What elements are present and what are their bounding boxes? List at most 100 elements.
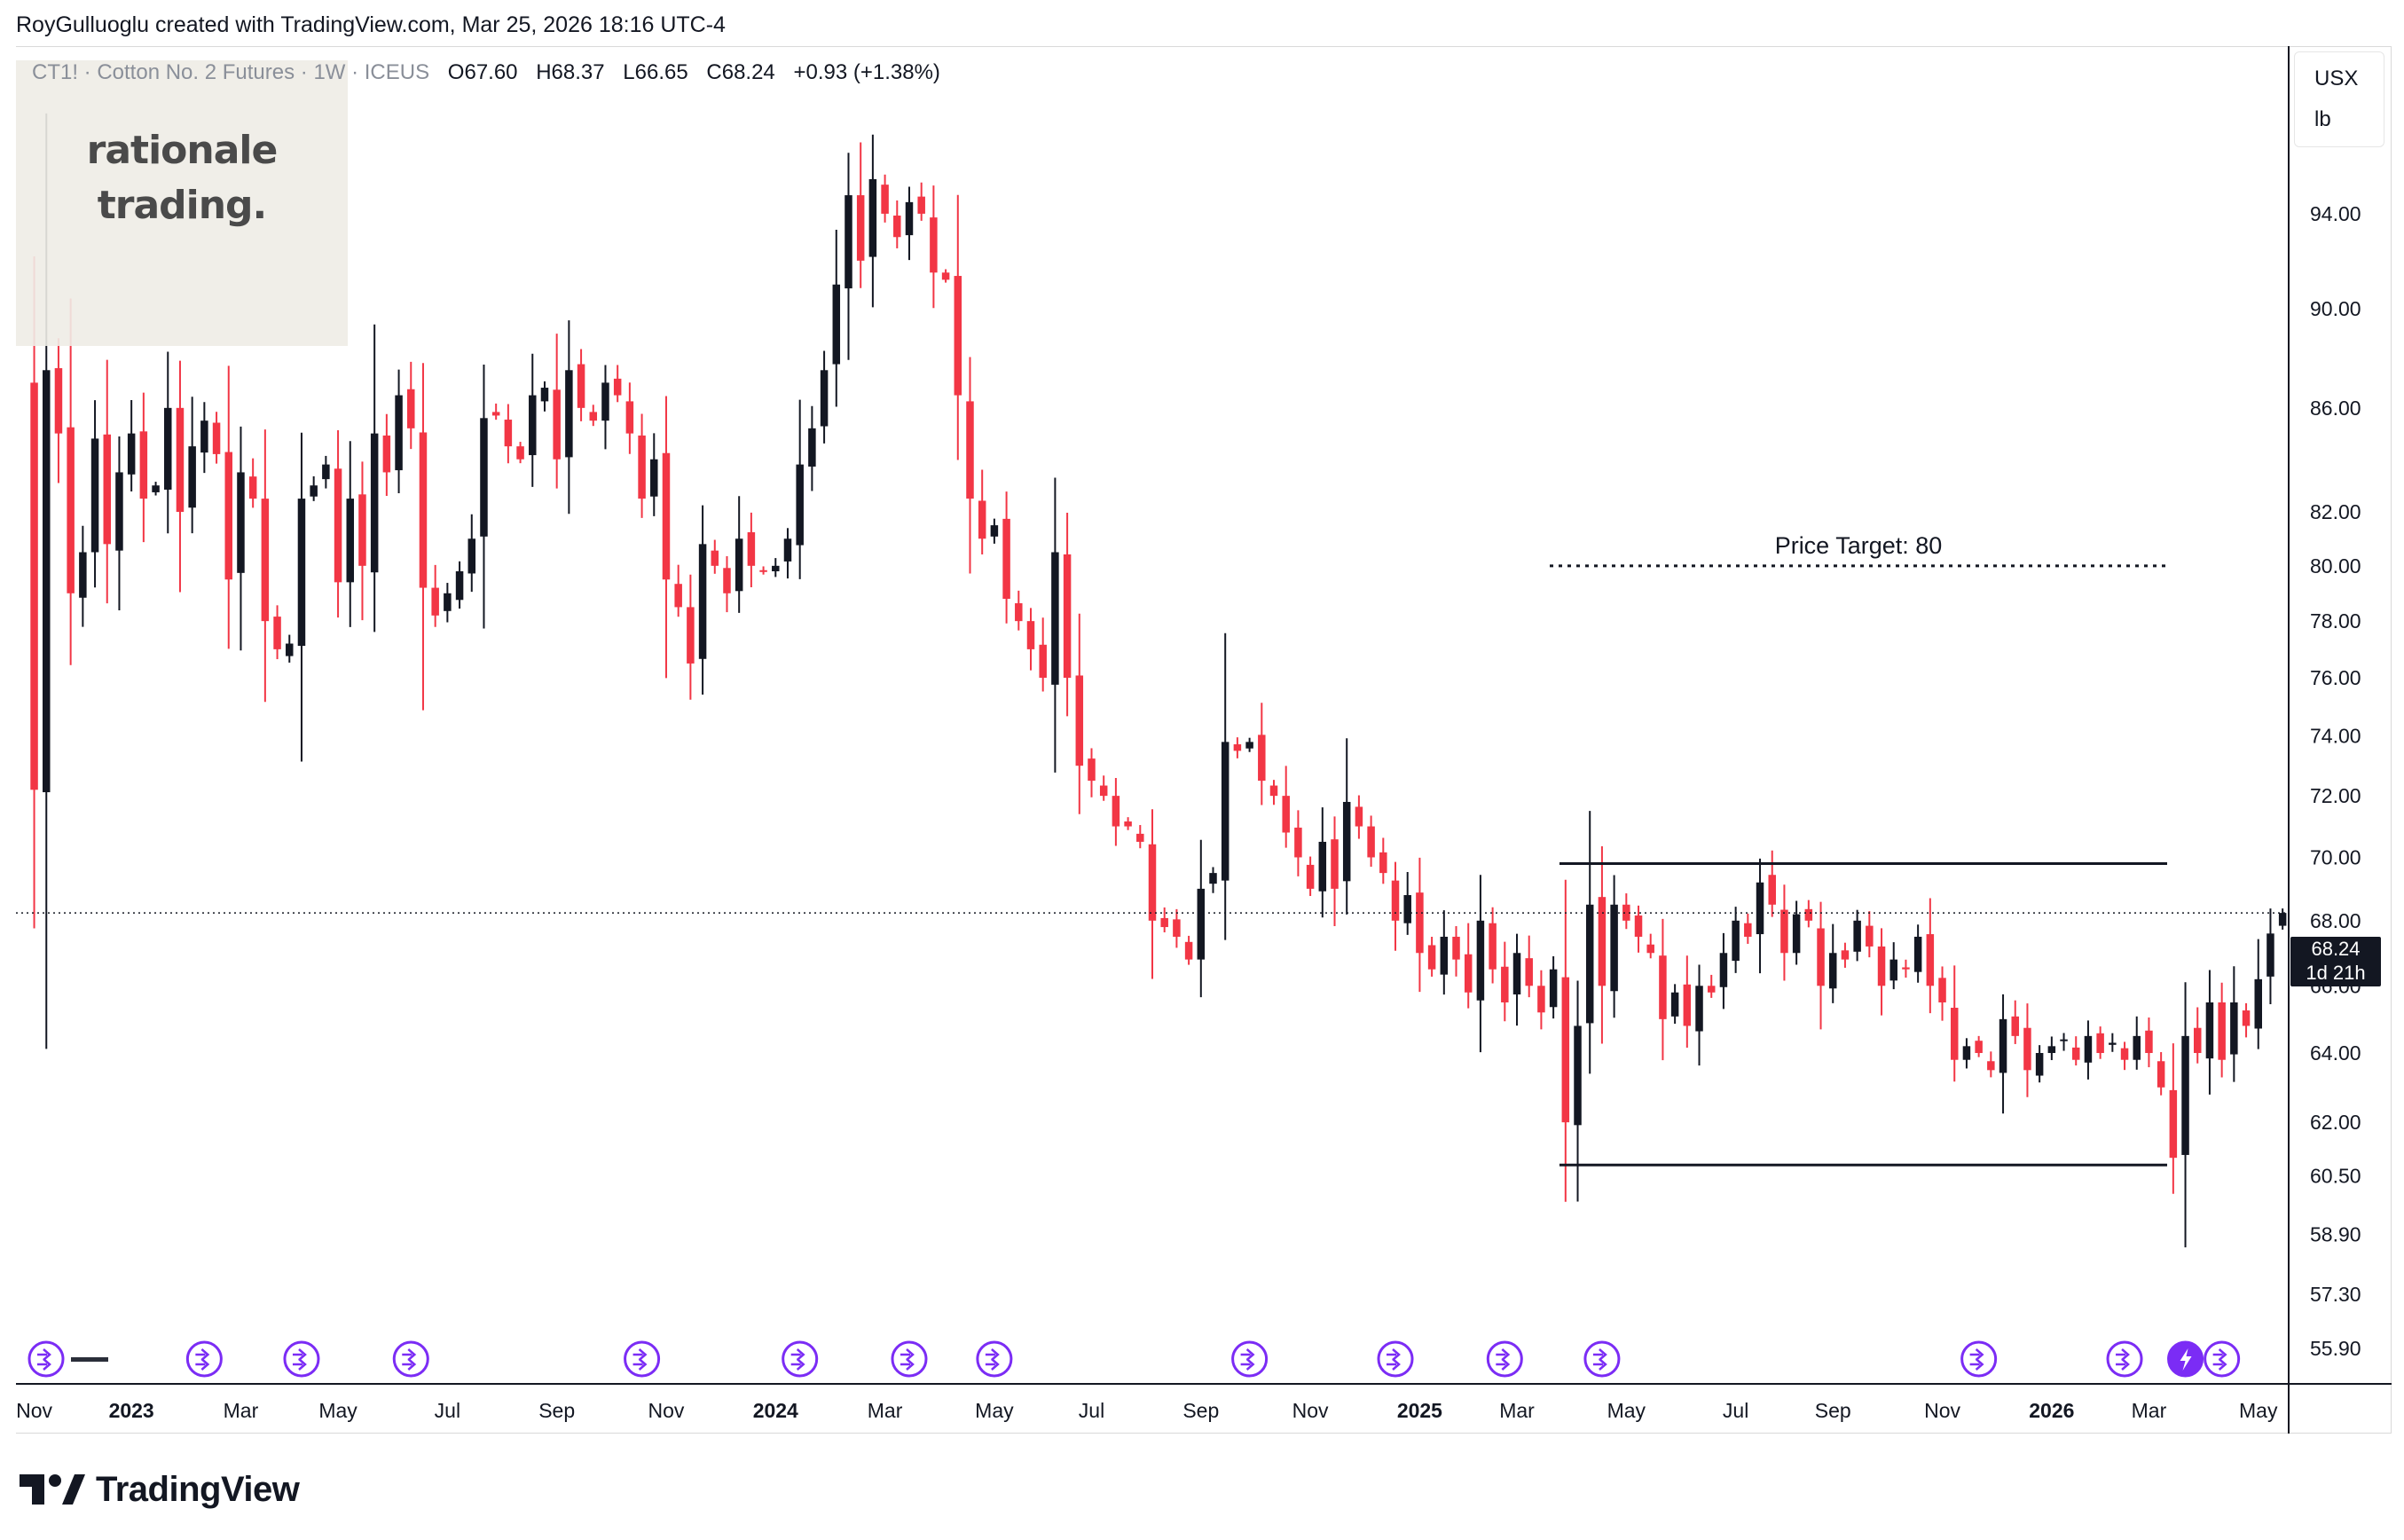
event-arrow-glyph (2116, 1348, 2130, 1371)
candle-up (1245, 742, 1253, 749)
price-tick-label: 78.00 (2310, 609, 2361, 632)
event-marker-icon[interactable] (27, 1340, 65, 1378)
candle-up (43, 370, 51, 793)
legend-close-label: C (706, 60, 722, 84)
candle-down (1269, 785, 1278, 797)
event-marker-icon[interactable] (2204, 1340, 2241, 1378)
price-tick-label: 64.00 (2310, 1041, 2361, 1065)
time-tick-label: Nov (1924, 1399, 1960, 1422)
candle-down (1646, 944, 1654, 954)
candle-down (407, 389, 415, 428)
event-marker-icon[interactable] (1583, 1340, 1621, 1378)
time-tick-label: Nov (648, 1399, 685, 1422)
event-marker-icon[interactable] (2167, 1340, 2204, 1378)
legend-open-label: O (447, 60, 465, 84)
event-marker-icon[interactable] (1486, 1340, 1523, 1378)
candle-up (2133, 1035, 2141, 1060)
candle-down (662, 452, 671, 580)
time-tick-label: Jul (1079, 1399, 1104, 1422)
candle-up (346, 499, 355, 583)
event-arrow-glyph (195, 1348, 210, 1371)
event-marker-icon[interactable] (283, 1340, 320, 1378)
candle-up (1549, 969, 1558, 1008)
candle-up (1670, 992, 1679, 1017)
drawings-layer: Price Target: 80 (16, 532, 2289, 1167)
candle-down (1136, 833, 1144, 842)
candle-down (2193, 1027, 2202, 1054)
event-marker-icon[interactable] (1231, 1340, 1269, 1378)
price-tick-label: 70.00 (2310, 845, 2361, 868)
candle-down (893, 216, 901, 238)
price-tick-label: 80.00 (2310, 554, 2361, 578)
tradingview-logo[interactable]: TradingView (20, 1467, 300, 1512)
candle-down (1987, 1061, 1995, 1071)
lightning-glyph (2180, 1348, 2192, 1371)
candle-up (2109, 1042, 2117, 1045)
candle-up (845, 195, 852, 289)
event-marker-icon[interactable] (1960, 1340, 1998, 1378)
event-arrow-glyph (37, 1348, 51, 1371)
candle-down (176, 407, 185, 513)
candle-up (1440, 936, 1449, 975)
candle-down (1258, 735, 1266, 782)
candle-up (1197, 888, 1206, 960)
currency-unit-selector[interactable]: USX lb (2294, 51, 2384, 147)
event-marker-icon[interactable] (782, 1340, 819, 1378)
candle-up (1403, 895, 1411, 923)
candle-up (455, 570, 464, 601)
candle-down (917, 196, 925, 214)
candle-down (2157, 1061, 2165, 1088)
event-arrow-glyph (402, 1348, 417, 1371)
candle-down (1525, 958, 1533, 986)
candle-up (1574, 1025, 1582, 1126)
event-marker-icon[interactable] (976, 1340, 1013, 1378)
price-tick-label: 90.00 (2310, 297, 2361, 320)
candle-down (1452, 936, 1460, 960)
candle-up (2254, 978, 2262, 1029)
candle-down (1124, 821, 1132, 827)
candle-down (930, 217, 938, 273)
candle-up (370, 433, 379, 573)
candle-up (529, 395, 537, 456)
candle-up (735, 538, 743, 592)
candle-up (1209, 873, 1217, 884)
event-overflow-bar (71, 1357, 108, 1362)
event-arrow-glyph (1387, 1348, 1401, 1371)
chart-credit: RoyGulluoglu created with TradingView.co… (16, 12, 726, 37)
candle-down (723, 568, 731, 593)
candle-up (905, 201, 914, 236)
candle-up (2035, 1053, 2044, 1076)
event-marker-icon[interactable] (624, 1340, 661, 1378)
candle-down (1598, 897, 1607, 986)
price-tick-label: 58.90 (2310, 1222, 2361, 1245)
event-arrow-glyph (632, 1348, 648, 1371)
candle-up (1051, 552, 1059, 685)
candle-down (856, 195, 865, 261)
event-marker-icon[interactable] (891, 1340, 928, 1378)
events-layer (27, 1340, 2241, 1378)
candle-up (2181, 1035, 2189, 1155)
candle-down (1902, 967, 1910, 970)
candle-up (164, 407, 172, 490)
event-marker-icon[interactable] (1377, 1340, 1414, 1378)
candle-down (1416, 892, 1424, 954)
event-marker-icon[interactable] (185, 1340, 223, 1378)
candle-down (224, 452, 233, 580)
candle-down (1173, 919, 1181, 937)
candle-up (2230, 1002, 2238, 1055)
candle-down (516, 446, 524, 460)
candle-up (310, 485, 318, 497)
candle-down (1841, 950, 1850, 960)
candle-down (504, 420, 513, 447)
candle-down (1501, 966, 1509, 1002)
time-tick-label: May (318, 1399, 357, 1422)
candle-down (1015, 603, 1023, 622)
candle-down (759, 570, 767, 572)
event-arrow-glyph (2212, 1348, 2227, 1371)
candle-up (1756, 882, 1764, 935)
candle-down (674, 584, 682, 608)
rationale-trading-watermark: rationale trading. (16, 60, 348, 346)
event-marker-icon[interactable] (2106, 1340, 2143, 1378)
event-marker-icon[interactable] (392, 1340, 429, 1378)
